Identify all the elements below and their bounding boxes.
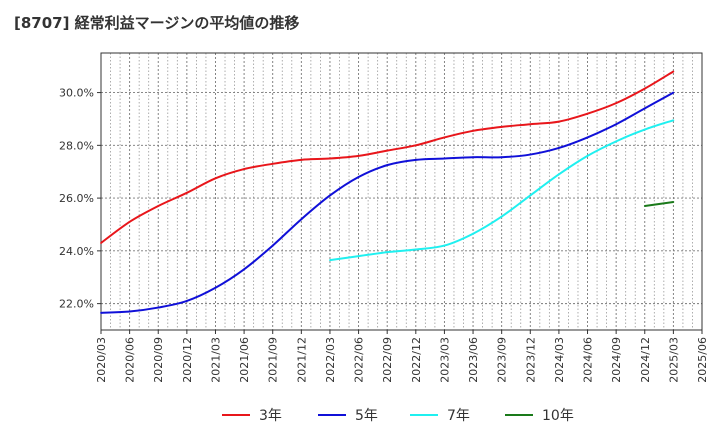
x-tick-label: 2023/12 [524,337,537,383]
data-point-0 [558,120,560,123]
data-point-3 [672,201,675,203]
data-point-0 [672,70,675,73]
data-point-0 [386,149,389,152]
data-point-2 [643,128,646,131]
x-tick-label: 2024/06 [582,337,595,383]
grid-layer [100,53,703,330]
x-tick-label: 2020/06 [124,337,137,383]
data-point-0 [414,144,417,147]
data-point-1 [357,176,360,178]
legend-label-3: 10年 [542,408,574,424]
x-tick-label: 2022/03 [324,337,337,383]
y-tick-label: 24.0% [59,245,94,258]
data-point-0 [357,154,360,157]
data-point-1 [243,268,245,271]
data-point-1 [643,107,646,110]
data-point-0 [586,112,589,115]
data-point-0 [529,123,532,126]
x-tick-label: 2023/06 [467,337,480,383]
data-point-0 [185,191,188,194]
y-tick-label: 30.0% [59,87,94,100]
data-point-0 [214,177,217,180]
data-point-3 [643,205,646,207]
data-point-2 [500,215,503,218]
x-tick-label: 2023/09 [496,337,509,383]
data-point-1 [300,218,303,221]
x-tick-label: 2022/09 [381,337,394,383]
data-point-1 [615,123,618,126]
data-point-1 [271,244,274,247]
x-tick-label: 2021/06 [238,337,251,383]
x-tick-label: 2024/09 [610,337,623,383]
data-point-2 [472,232,474,235]
data-point-1 [472,156,474,159]
y-tick-label: 28.0% [59,139,94,152]
data-point-1 [329,194,331,197]
data-point-0 [500,125,503,128]
data-point-1 [558,147,560,149]
data-point-1 [214,286,217,289]
data-point-2 [529,194,532,197]
series-line-3 [644,201,674,208]
x-tick-label: 2022/12 [410,337,423,383]
x-tick-label: 2021/09 [267,337,280,383]
data-point-0 [643,87,646,90]
data-point-1 [157,306,160,309]
x-tick-label: 2022/06 [353,337,366,383]
x-tick-label: 2025/06 [696,337,709,383]
data-point-0 [443,136,446,139]
data-point-1 [443,157,446,160]
data-point-0 [243,168,245,170]
data-point-0 [100,242,102,244]
data-point-1 [500,156,503,159]
data-point-2 [586,154,589,157]
legend-label-2: 7年 [447,408,470,424]
x-tick-label: 2020/09 [152,337,165,383]
data-point-0 [128,220,131,223]
data-point-2 [329,259,331,261]
data-point-0 [615,102,618,105]
y-tick-label: 22.0% [59,298,94,311]
data-point-2 [443,244,446,247]
chart-title: [8707] 経常利益マージンの平均値の推移 [14,14,300,32]
legend-label-1: 5年 [355,408,378,424]
data-point-0 [157,205,160,207]
x-tick-label: 2025/03 [667,337,680,383]
x-tick-label: 2020/12 [181,337,194,383]
data-point-1 [586,136,589,139]
axes-layer: 22.0% 24.0% 26.0% 28.0% 30.0% 2020/03 2020/06 2… [59,52,709,383]
data-point-2 [414,248,417,251]
data-point-1 [529,153,532,156]
data-point-0 [329,157,331,160]
data-point-2 [386,251,389,254]
x-tick-label: 2021/03 [209,337,222,383]
data-point-1 [185,300,188,302]
data-point-1 [128,310,131,313]
data-point-1 [100,311,102,314]
data-point-0 [300,158,303,161]
x-tick-label: 2024/12 [639,337,652,383]
data-point-1 [672,91,675,94]
data-point-1 [386,164,389,167]
data-point-0 [271,162,274,165]
x-tick-label: 2024/03 [553,337,566,383]
x-tick-label: 2020/03 [95,337,108,383]
data-point-2 [615,140,618,143]
data-point-2 [558,173,560,176]
legend-label-0: 3年 [259,408,282,424]
series-layer [100,70,675,314]
data-point-2 [357,255,360,258]
data-point-1 [414,158,417,161]
legend: 3年 5年 7年 10年 [222,408,574,424]
x-tick-label: 2021/12 [295,337,308,383]
x-tick-label: 2023/03 [438,337,451,383]
data-point-2 [672,119,675,122]
plot-area [101,53,702,330]
y-tick-label: 26.0% [59,192,94,205]
data-point-0 [472,129,474,132]
plot-frame [100,52,703,331]
